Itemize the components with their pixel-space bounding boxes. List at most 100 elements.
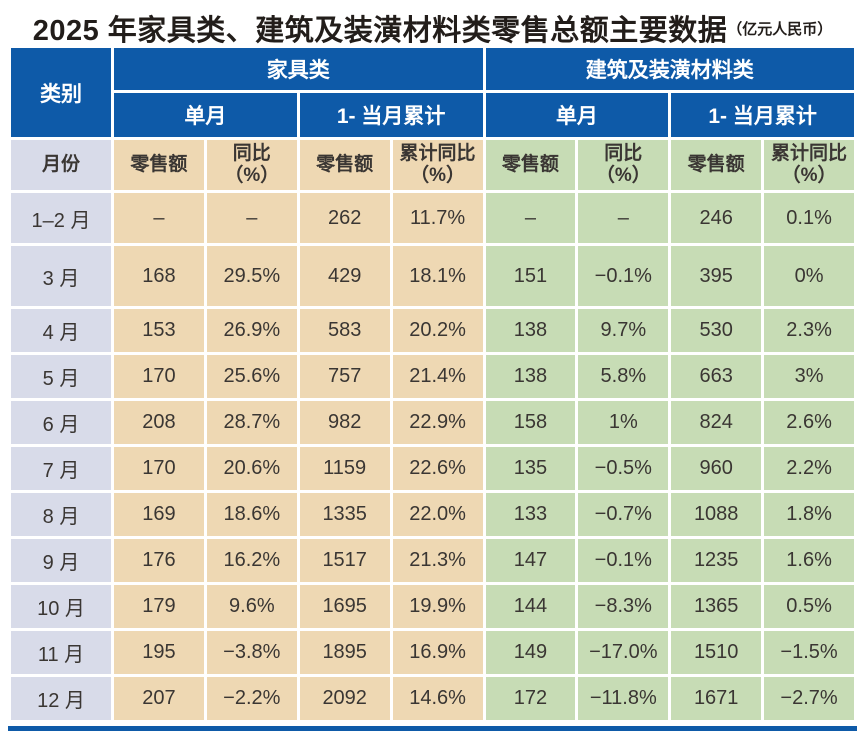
- month-cell: 12 月: [11, 677, 111, 720]
- furniture-cumulative-retail: 262: [299, 193, 390, 243]
- period-header-row: 单月 1- 当月累计 单月 1- 当月累计: [11, 93, 854, 137]
- building-cumulative-retail: 1088: [671, 493, 762, 536]
- furniture-group-header: 家具类: [114, 48, 483, 90]
- building-monthly-retail: 172: [485, 677, 576, 720]
- building-cumulative-yoy: 2.2%: [764, 447, 854, 490]
- furniture-monthly-retail: 195: [114, 631, 204, 674]
- month-cell: 1–2 月: [11, 193, 111, 243]
- furniture-cumulative-yoy: 22.9%: [392, 401, 483, 444]
- month-cell: 10 月: [11, 585, 111, 628]
- month-cell: 11 月: [11, 631, 111, 674]
- table-row: 1–2 月 – – 262 11.7% – – 246 0.1%: [11, 193, 854, 243]
- building-monthly-yoy: −0.7%: [578, 493, 669, 536]
- building-monthly-retail: 138: [485, 309, 576, 352]
- month-cell: 6 月: [11, 401, 111, 444]
- furniture-monthly-yoy: 9.6%: [206, 585, 297, 628]
- table-row: 10 月 179 9.6% 1695 19.9% 144 −8.3% 1365 …: [11, 585, 854, 628]
- furniture-monthly-retail: 153: [114, 309, 204, 352]
- month-cell: 7 月: [11, 447, 111, 490]
- month-cell: 8 月: [11, 493, 111, 536]
- furniture-monthly-yoy: 18.6%: [206, 493, 297, 536]
- building-cumulative-yoy: −1.5%: [764, 631, 854, 674]
- building-cum-retail-col-header: 零售额: [671, 140, 762, 190]
- furniture-monthly-yoy: –: [206, 193, 297, 243]
- building-monthly-yoy: −0.1%: [578, 539, 669, 582]
- building-monthly-yoy: –: [578, 193, 669, 243]
- furniture-monthly-yoy: 29.5%: [206, 246, 297, 306]
- table-row: 11 月 195 −3.8% 1895 16.9% 149 −17.0% 151…: [11, 631, 854, 674]
- furniture-monthly-retail: 168: [114, 246, 204, 306]
- building-cumulative-yoy: 0%: [764, 246, 854, 306]
- furniture-cum-retail-col-header: 零售额: [299, 140, 390, 190]
- building-monthly-retail: 158: [485, 401, 576, 444]
- furniture-monthly-retail: 169: [114, 493, 204, 536]
- column-header-row: 月份 零售额 同比 （%） 零售额 累计同比 （%） 零售额 同比 （%） 零售…: [11, 140, 854, 190]
- building-monthly-retail: 133: [485, 493, 576, 536]
- building-cumulative-yoy: 0.1%: [764, 193, 854, 243]
- page-title: 2025 年家具类、建筑及装潢材料类零售总额主要数据（亿元人民币）: [0, 0, 865, 47]
- furniture-cumulative-retail: 1159: [299, 447, 390, 490]
- building-cumulative-yoy: 3%: [764, 355, 854, 398]
- furniture-monthly-retail: –: [114, 193, 204, 243]
- building-monthly-yoy: −0.1%: [578, 246, 669, 306]
- furniture-cumulative-yoy: 21.4%: [392, 355, 483, 398]
- furniture-cumulative-retail: 429: [299, 246, 390, 306]
- building-cumulative-retail: 824: [671, 401, 762, 444]
- building-monthly-retail: 135: [485, 447, 576, 490]
- furniture-monthly-yoy: 26.9%: [206, 309, 297, 352]
- furniture-monthly-yoy: 20.6%: [206, 447, 297, 490]
- building-cum-yoy-col-header: 累计同比 （%）: [764, 140, 854, 190]
- table-row: 3 月 168 29.5% 429 18.1% 151 −0.1% 395 0%: [11, 246, 854, 306]
- table-row: 7 月 170 20.6% 1159 22.6% 135 −0.5% 960 2…: [11, 447, 854, 490]
- title-main: 2025 年家具类、建筑及装潢材料类零售总额主要数据: [32, 15, 728, 47]
- furniture-cumulative-header: 1- 当月累计: [299, 93, 483, 137]
- building-monthly-yoy: −0.5%: [578, 447, 669, 490]
- building-cumulative-retail: 1235: [671, 539, 762, 582]
- building-cumulative-yoy: 1.8%: [764, 493, 854, 536]
- bottom-accent-bar: [8, 726, 857, 731]
- building-monthly-retail: 149: [485, 631, 576, 674]
- furniture-monthly-retail: 170: [114, 355, 204, 398]
- furniture-cumulative-retail: 1335: [299, 493, 390, 536]
- building-monthly-yoy: 5.8%: [578, 355, 669, 398]
- furniture-monthly-retail: 170: [114, 447, 204, 490]
- building-cumulative-yoy: 1.6%: [764, 539, 854, 582]
- furniture-monthly-yoy: −3.8%: [206, 631, 297, 674]
- building-cumulative-retail: 246: [671, 193, 762, 243]
- furniture-monthly-retail: 179: [114, 585, 204, 628]
- table-row: 5 月 170 25.6% 757 21.4% 138 5.8% 663 3%: [11, 355, 854, 398]
- building-group-header: 建筑及装潢材料类: [485, 48, 854, 90]
- furniture-cumulative-yoy: 11.7%: [392, 193, 483, 243]
- building-monthly-retail: 144: [485, 585, 576, 628]
- building-cumulative-yoy: 0.5%: [764, 585, 854, 628]
- furniture-cumulative-yoy: 16.9%: [392, 631, 483, 674]
- building-cumulative-yoy: 2.6%: [764, 401, 854, 444]
- furniture-cumulative-yoy: 18.1%: [392, 246, 483, 306]
- building-monthly-retail: 147: [485, 539, 576, 582]
- furniture-monthly-yoy: −2.2%: [206, 677, 297, 720]
- furniture-retail-col-header: 零售额: [114, 140, 204, 190]
- building-cumulative-retail: 1510: [671, 631, 762, 674]
- building-cumulative-yoy: 2.3%: [764, 309, 854, 352]
- month-cell: 9 月: [11, 539, 111, 582]
- month-column-header: 月份: [11, 140, 111, 190]
- category-header-cell: 类别: [11, 48, 111, 137]
- furniture-cumulative-retail: 1517: [299, 539, 390, 582]
- furniture-monthly-header: 单月: [114, 93, 297, 137]
- month-cell: 4 月: [11, 309, 111, 352]
- furniture-monthly-retail: 207: [114, 677, 204, 720]
- furniture-monthly-retail: 208: [114, 401, 204, 444]
- furniture-cumulative-retail: 583: [299, 309, 390, 352]
- furniture-monthly-yoy: 16.2%: [206, 539, 297, 582]
- retail-data-table: 类别 家具类 建筑及装潢材料类 单月 1- 当月累计 单月 1- 当月累计 月份…: [8, 45, 857, 723]
- table-row: 6 月 208 28.7% 982 22.9% 158 1% 824 2.6%: [11, 401, 854, 444]
- building-monthly-yoy: −17.0%: [578, 631, 669, 674]
- building-monthly-retail: –: [485, 193, 576, 243]
- furniture-monthly-retail: 176: [114, 539, 204, 582]
- building-cumulative-retail: 395: [671, 246, 762, 306]
- furniture-cumulative-retail: 982: [299, 401, 390, 444]
- building-monthly-retail: 151: [485, 246, 576, 306]
- building-monthly-yoy: 1%: [578, 401, 669, 444]
- building-cumulative-yoy: −2.7%: [764, 677, 854, 720]
